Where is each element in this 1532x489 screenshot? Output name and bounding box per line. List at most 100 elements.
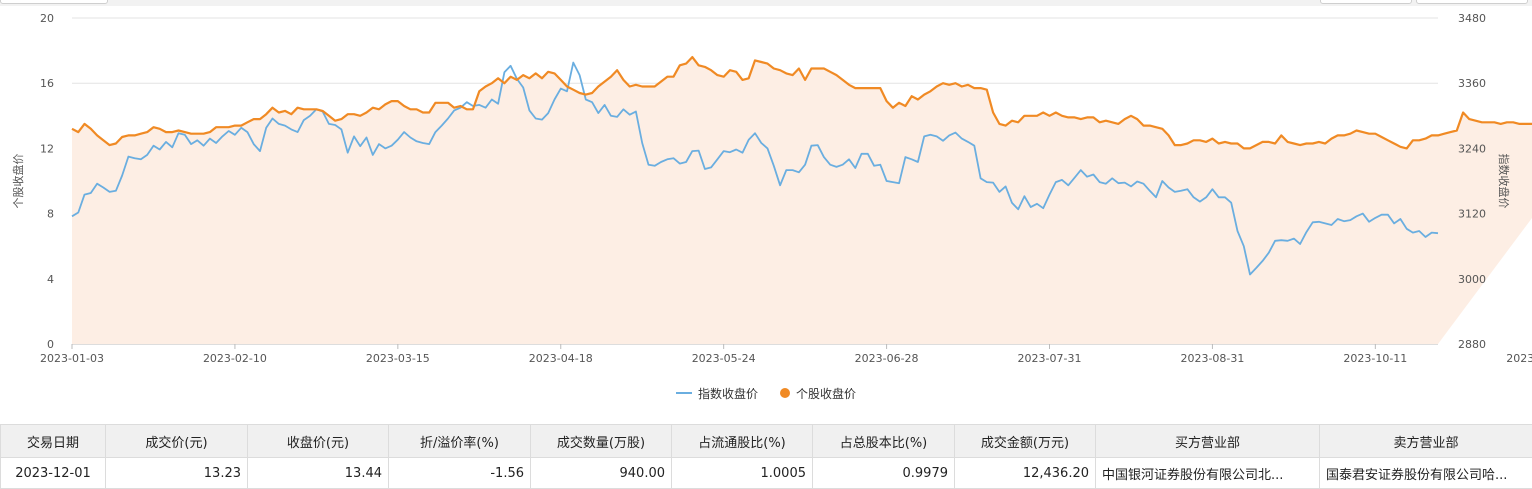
- stock-point: [991, 111, 995, 115]
- index-point: [1066, 183, 1070, 187]
- stock-point: [941, 81, 945, 85]
- stock-point: [333, 119, 337, 123]
- stock-point: [1185, 142, 1189, 146]
- index-point: [76, 211, 80, 215]
- index-point: [358, 144, 362, 148]
- stock-point: [271, 106, 275, 110]
- stock-point: [258, 117, 262, 121]
- index-point: [120, 174, 124, 178]
- index-point: [1411, 231, 1415, 235]
- index-point: [1154, 195, 1158, 199]
- stock-point: [289, 112, 293, 116]
- y-tick-label-right: 2880: [1458, 338, 1486, 351]
- header-seller[interactable]: 卖方营业部: [1320, 425, 1532, 458]
- cell-seller[interactable]: 国泰君安证券股份有限公司哈...: [1320, 458, 1532, 489]
- index-point: [1373, 216, 1377, 220]
- y-tick-label-left: 4: [47, 273, 54, 286]
- index-point: [521, 86, 525, 90]
- index-point: [922, 134, 926, 138]
- index-point: [1398, 217, 1402, 221]
- index-point: [1323, 221, 1327, 225]
- index-point: [427, 142, 431, 146]
- stock-point: [446, 101, 450, 105]
- index-point: [108, 190, 112, 194]
- stock-point: [402, 104, 406, 108]
- header-buyer[interactable]: 买方营业部: [1096, 425, 1320, 458]
- y-tick-label-right: 3360: [1458, 77, 1486, 90]
- index-point: [1348, 218, 1352, 222]
- stock-point: [954, 81, 958, 85]
- stock-point: [1424, 137, 1428, 141]
- index-point: [308, 114, 312, 118]
- stock-point: [553, 71, 557, 75]
- stock-point: [1367, 132, 1371, 136]
- stock-point: [465, 107, 469, 111]
- index-point: [935, 134, 939, 138]
- stock-point: [816, 67, 820, 71]
- header-volume[interactable]: 成交数量(万股): [531, 425, 672, 458]
- header-total-ratio[interactable]: 占总股本比(%): [813, 425, 955, 458]
- stock-point: [1142, 124, 1146, 128]
- index-point: [346, 151, 350, 155]
- index-point: [571, 61, 575, 65]
- index-point: [1048, 193, 1052, 197]
- stock-point: [609, 75, 613, 79]
- stock-point: [1467, 117, 1471, 121]
- stock-point: [170, 130, 174, 134]
- stock-point: [772, 67, 776, 71]
- index-point: [114, 189, 118, 193]
- block-trade-table: 交易日期 成交价(元) 收盘价(元) 折/溢价率(%) 成交数量(万股) 占流通…: [0, 424, 1532, 489]
- stock-point: [433, 101, 437, 105]
- stock-point: [183, 130, 187, 134]
- index-point: [1079, 168, 1083, 172]
- stock-point: [903, 104, 907, 108]
- legend-item-index[interactable]: 指数收盘价: [676, 385, 758, 402]
- index-point: [433, 130, 437, 134]
- stock-point: [891, 106, 895, 110]
- index-point: [835, 165, 839, 169]
- x-tick-label: 2023-11-13: [1506, 352, 1532, 365]
- legend-dot-swatch: [780, 388, 790, 398]
- index-point: [596, 111, 600, 115]
- x-tick-label: 2023-03-15: [366, 352, 430, 365]
- stock-point: [1524, 122, 1528, 126]
- stock-point: [252, 117, 256, 121]
- cell-buyer[interactable]: 中国银河证券股份有限公司北...: [1096, 458, 1320, 489]
- stock-point: [352, 112, 356, 116]
- index-point: [954, 131, 958, 135]
- index-point: [1029, 205, 1033, 209]
- index-point: [1060, 178, 1064, 182]
- stock-point: [596, 85, 600, 89]
- index-point: [578, 73, 582, 77]
- index-point: [233, 133, 237, 137]
- stock-point: [916, 98, 920, 102]
- header-amount[interactable]: 成交金额(万元): [955, 425, 1096, 458]
- stock-point: [584, 93, 588, 97]
- stock-point: [83, 122, 87, 126]
- index-point: [1142, 182, 1146, 186]
- header-deal-price[interactable]: 成交价(元): [106, 425, 248, 458]
- stock-point: [822, 67, 826, 71]
- index-point: [1179, 189, 1183, 193]
- stock-point: [722, 75, 726, 79]
- index-point: [1085, 175, 1089, 179]
- stock-point: [1022, 114, 1026, 118]
- stock-point: [1405, 146, 1409, 150]
- stock-point: [1254, 143, 1258, 147]
- legend-item-stock[interactable]: 个股收盘价: [780, 385, 856, 402]
- stock-point: [1010, 119, 1014, 123]
- stock-point: [1129, 114, 1133, 118]
- stock-point: [1486, 120, 1490, 124]
- index-point: [897, 181, 901, 185]
- header-close-price[interactable]: 收盘价(元): [248, 425, 389, 458]
- header-trade-date[interactable]: 交易日期: [1, 425, 106, 458]
- stock-point: [1135, 117, 1139, 121]
- index-point: [70, 214, 74, 218]
- index-point: [1342, 219, 1346, 223]
- header-premium-rate[interactable]: 折/溢价率(%): [389, 425, 531, 458]
- index-point: [621, 107, 625, 111]
- header-float-ratio[interactable]: 占流通股比(%): [672, 425, 813, 458]
- stock-point: [747, 76, 751, 80]
- stock-point: [1355, 129, 1359, 133]
- stock-area-fill: [72, 57, 1532, 344]
